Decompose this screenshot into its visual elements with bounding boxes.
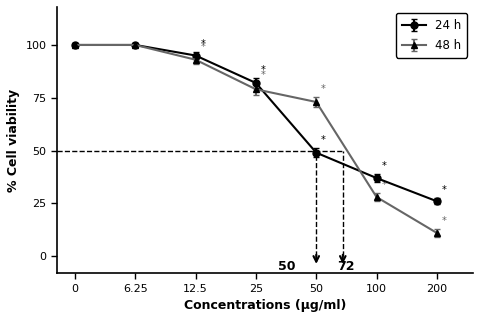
Text: *: * [261,65,265,75]
Text: *: * [321,135,326,145]
Text: 50: 50 [277,260,295,273]
Y-axis label: % Cell viability: % Cell viability [7,88,20,192]
Text: 72: 72 [337,260,354,273]
Text: *: * [442,185,446,195]
Text: *: * [321,84,326,94]
Text: *: * [201,39,205,48]
Text: *: * [201,42,205,52]
Text: *: * [261,70,265,80]
X-axis label: Concentrations (μg/ml): Concentrations (μg/ml) [184,299,346,312]
Legend: 24 h, 48 h: 24 h, 48 h [396,13,467,58]
Text: *: * [442,216,446,226]
Text: *: * [382,180,386,190]
Text: *: * [382,161,386,171]
